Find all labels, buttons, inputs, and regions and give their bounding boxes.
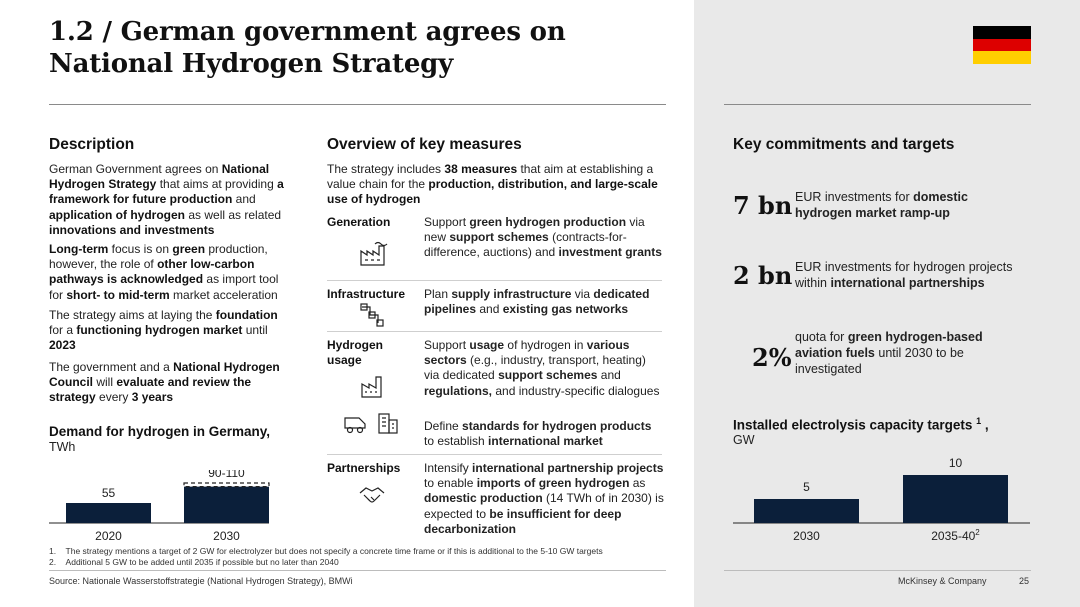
demand-range-box [183, 482, 270, 488]
measure-label-partnerships: Partnerships [327, 461, 401, 475]
handshake-icon [358, 485, 386, 512]
electrolysis-category-label: 2030 [793, 529, 820, 543]
demand-category-label: 2020 [95, 529, 122, 543]
measure-text-generation: Support green hydrogen production via ne… [424, 215, 662, 260]
measure-label-hydrogen-usage: Hydrogen usage [327, 338, 384, 368]
description-paragraph-3: The strategy aims at laying the foundati… [49, 308, 278, 353]
row-separator [327, 331, 662, 332]
germany-flag-icon [973, 26, 1031, 64]
electrolysis-value-label: 10 [949, 456, 963, 470]
demand-bar-2020 [66, 503, 151, 523]
flag-stripe-black [973, 26, 1031, 39]
electrolysis-bar-chart: 5 2030 10 2035-402 [733, 456, 1030, 543]
commitment-2pct-text: quota for green hydrogen-based aviation … [795, 330, 983, 376]
measure-label-generation: Generation [327, 215, 391, 229]
measure-text-hydrogen-usage: Support usage of hydrogen in various sec… [424, 338, 660, 398]
electrolysis-bar-2030 [754, 499, 859, 523]
demand-value-label: 90-110 [208, 470, 245, 480]
overview-intro: The strategy includes 38 measures that a… [327, 162, 658, 207]
description-heading: Description [49, 136, 135, 153]
demand-bar-2030 [184, 486, 269, 523]
footer-divider [49, 570, 666, 571]
page-number: 25 [1019, 576, 1030, 586]
footnote-1: 1. The strategy mentions a target of 2 G… [49, 546, 603, 556]
measure-text-standards: Define standards for hydrogen products t… [424, 419, 652, 449]
measure-text-partnerships: Intensify international partnership proj… [424, 461, 664, 536]
truck-building-icon [343, 410, 401, 441]
footnote-2: 2. Additional 5 GW to be added until 203… [49, 557, 339, 567]
factory-wind-icon [358, 240, 388, 271]
electrolysis-chart-heading: Installed electrolysis capacity targets … [733, 416, 989, 433]
source-note: Source: Nationale Wasserstoffstrategie (… [49, 576, 353, 586]
description-paragraph-1: German Government agrees on National Hyd… [49, 162, 284, 237]
page-title: 1.2 / German government agrees on Nation… [49, 17, 566, 79]
demand-chart-heading: Demand for hydrogen in Germany, [49, 424, 271, 439]
demand-bar-chart: 55 2020 90-110 2030 [49, 470, 270, 543]
right-divider [724, 104, 1031, 105]
commitment-2bn-text: EUR investments for hydrogen projects wi… [795, 260, 1013, 290]
title-divider [49, 104, 666, 105]
commitment-2bn-value: 2 bn [733, 261, 793, 290]
commitment-2pct-value: 2% [752, 343, 792, 372]
demand-category-label: 2030 [213, 529, 240, 543]
measure-label-infrastructure: Infrastructure [327, 287, 406, 301]
row-separator [327, 280, 662, 281]
electrolysis-category-label: 2035-402 [931, 528, 980, 543]
industry-icon [360, 374, 386, 403]
measure-text-infrastructure: Plan supply infrastructure via dedicated… [424, 287, 650, 317]
demand-chart-unit: TWh [49, 440, 76, 454]
electrolysis-value-label: 5 [803, 480, 810, 494]
commitment-7bn-text: EUR investments for domestic hydrogen ma… [795, 190, 968, 220]
flag-stripe-red [973, 38, 1031, 52]
brand-label: McKinsey & Company [898, 576, 987, 586]
description-paragraph-2: Long-term focus is on green production, … [49, 242, 279, 302]
electrolysis-chart-unit: GW [733, 433, 755, 447]
footer-divider-right [724, 570, 1031, 571]
demand-value-label: 55 [102, 486, 116, 500]
pipeline-icon [360, 303, 386, 332]
overview-heading: Overview of key measures [327, 136, 522, 153]
commitments-heading: Key commitments and targets [733, 136, 955, 153]
commitment-7bn-value: 7 bn [733, 191, 793, 220]
description-paragraph-4: The government and a National Hydrogen C… [49, 360, 280, 405]
row-separator [327, 454, 662, 455]
electrolysis-bar-2035-40 [903, 475, 1008, 523]
flag-stripe-gold [973, 51, 1031, 64]
